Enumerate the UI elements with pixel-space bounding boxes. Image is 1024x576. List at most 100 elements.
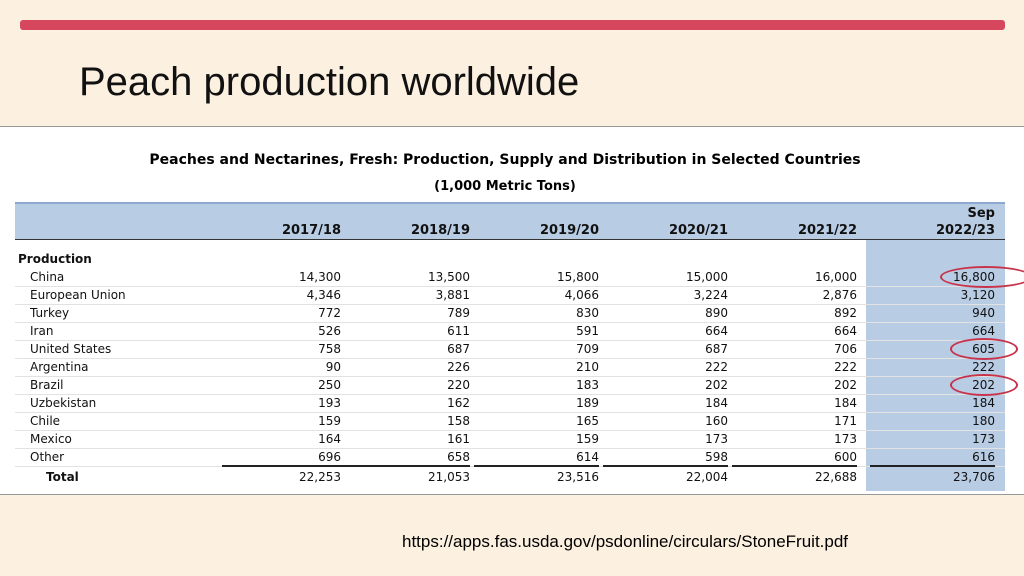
column-header: 2018/19	[410, 223, 470, 238]
header-band	[15, 202, 1005, 240]
cell-value: 161	[447, 432, 470, 446]
total-rule	[870, 465, 995, 467]
total-value: 23,516	[557, 470, 599, 484]
cell-value: 526	[318, 324, 341, 338]
cell-value: 664	[705, 324, 728, 338]
total-value: 22,004	[686, 470, 728, 484]
cell-value: 614	[576, 450, 599, 464]
total-value: 22,688	[815, 470, 857, 484]
total-rule	[474, 465, 599, 467]
total-value: 23,706	[953, 470, 995, 484]
column-header: 2022/23	[935, 223, 995, 238]
cell-value: 159	[576, 432, 599, 446]
cell-value: 159	[318, 414, 341, 428]
row-rule	[15, 286, 1005, 287]
cell-value: 890	[705, 306, 728, 320]
cell-value: 892	[834, 306, 857, 320]
cell-value: 4,066	[564, 288, 599, 302]
total-rule	[603, 465, 728, 467]
cell-value: 15,800	[557, 270, 599, 284]
cell-value: 90	[325, 360, 341, 374]
table-panel	[0, 126, 1024, 495]
cell-value: 202	[705, 378, 728, 392]
cell-value: 600	[834, 450, 857, 464]
cell-value: 202	[834, 378, 857, 392]
row-rule	[15, 376, 1005, 377]
cell-value: 171	[834, 414, 857, 428]
row-rule	[15, 430, 1005, 431]
cell-value: 189	[576, 396, 599, 410]
row-label: Other	[30, 450, 65, 464]
cell-value: 173	[705, 432, 728, 446]
row-label: European Union	[30, 288, 126, 302]
cell-value: 15,000	[686, 270, 728, 284]
row-label: Turkey	[30, 306, 70, 320]
total-value: 21,053	[428, 470, 470, 484]
row-rule	[15, 358, 1005, 359]
cell-value: 160	[705, 414, 728, 428]
column-header: 2020/21	[668, 223, 728, 238]
highlight-ring	[940, 266, 1024, 288]
cell-value: 226	[447, 360, 470, 374]
cell-value: 687	[705, 342, 728, 356]
cell-value: 210	[576, 360, 599, 374]
cell-value: 222	[705, 360, 728, 374]
cell-value: 184	[705, 396, 728, 410]
cell-value: 4,346	[306, 288, 341, 302]
column-header: 2017/18	[281, 223, 341, 238]
cell-value: 16,000	[815, 270, 857, 284]
total-value: 22,253	[299, 470, 341, 484]
column-note: Sep	[967, 206, 996, 221]
cell-value: 164	[318, 432, 341, 446]
cell-value: 3,120	[960, 288, 995, 302]
cell-value: 184	[972, 396, 995, 410]
cell-value: 706	[834, 342, 857, 356]
row-rule	[15, 322, 1005, 323]
column-header: 2019/20	[539, 223, 599, 238]
row-label: Iran	[30, 324, 54, 338]
cell-value: 183	[576, 378, 599, 392]
cell-value: 598	[705, 450, 728, 464]
cell-value: 709	[576, 342, 599, 356]
cell-value: 611	[447, 324, 470, 338]
cell-value: 173	[834, 432, 857, 446]
total-rule	[222, 465, 347, 467]
row-rule	[15, 394, 1005, 395]
cell-value: 193	[318, 396, 341, 410]
cell-value: 222	[834, 360, 857, 374]
cell-value: 14,300	[299, 270, 341, 284]
row-rule	[15, 340, 1005, 341]
cell-value: 687	[447, 342, 470, 356]
highlight-ring	[950, 374, 1018, 396]
cell-value: 173	[972, 432, 995, 446]
total-rule	[345, 465, 470, 467]
cell-value: 696	[318, 450, 341, 464]
row-label: Uzbekistan	[30, 396, 97, 410]
cell-value: 184	[834, 396, 857, 410]
cell-value: 940	[972, 306, 995, 320]
cell-value: 222	[972, 360, 995, 374]
cell-value: 664	[972, 324, 995, 338]
cell-value: 158	[447, 414, 470, 428]
cell-value: 220	[447, 378, 470, 392]
row-label: United States	[30, 342, 112, 356]
cell-value: 2,876	[822, 288, 857, 302]
cell-value: 616	[972, 450, 995, 464]
row-label: Mexico	[30, 432, 72, 446]
column-header: 2021/22	[797, 223, 857, 238]
row-label: Brazil	[30, 378, 64, 392]
cell-value: 3,881	[435, 288, 470, 302]
cell-value: 664	[834, 324, 857, 338]
total-rule	[732, 465, 857, 467]
cell-value: 830	[576, 306, 599, 320]
row-rule	[15, 448, 1005, 449]
cell-value: 13,500	[428, 270, 470, 284]
row-label: Argentina	[30, 360, 89, 374]
row-label: Chile	[30, 414, 61, 428]
total-label: Total	[46, 470, 79, 484]
cell-value: 591	[576, 324, 599, 338]
row-rule	[15, 304, 1005, 305]
accent-bar	[20, 20, 1005, 30]
cell-value: 3,224	[693, 288, 728, 302]
